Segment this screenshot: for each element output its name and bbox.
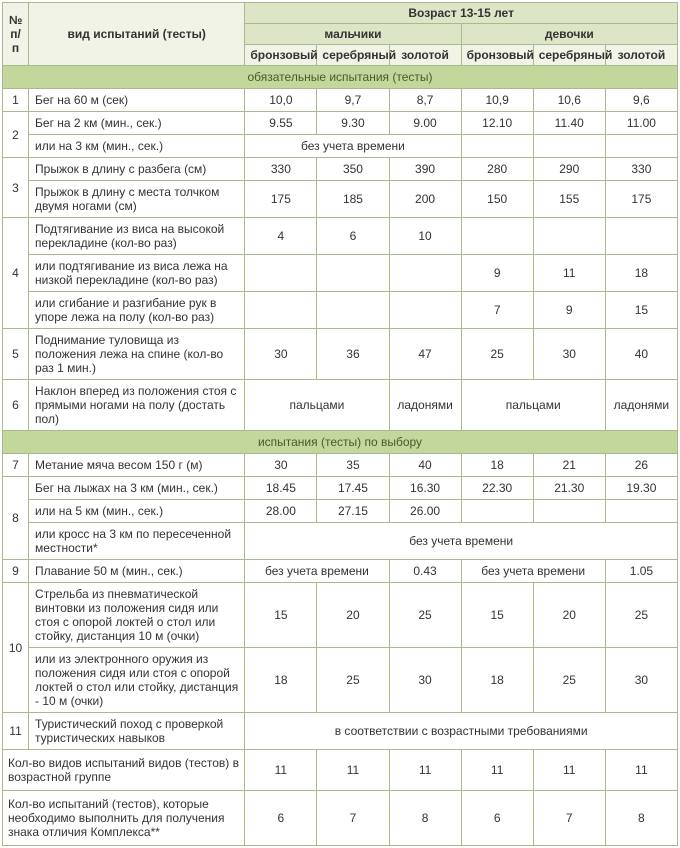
table-row: 2 Бег на 2 км (мин., сек.) 9.559.309.00 … — [3, 112, 678, 135]
row-num: 2 — [3, 112, 29, 158]
header-bronze-b: бронзовый — [245, 45, 317, 66]
table-row: 3 Прыжок в длину с разбега (см) 33035039… — [3, 158, 678, 181]
header-girls: девочки — [461, 24, 677, 45]
row-num: 4 — [3, 218, 29, 329]
table-row: Прыжок в длину с места толчком двумя ног… — [3, 181, 678, 218]
table-row: 10 Стрельба из пневматической винтовки и… — [3, 583, 678, 648]
table-row: 7 Метание мяча весом 150 г (м) 303540 18… — [3, 454, 678, 477]
table-row: 11 Туристический поход с проверкой турис… — [3, 713, 678, 750]
row-num: 9 — [3, 560, 29, 583]
row-name: Наклон вперед из положения стоя с прямым… — [29, 380, 245, 431]
header-silver-g: серебряный — [533, 45, 605, 66]
table-row: или на 3 км (мин., сек.) без учета време… — [3, 135, 678, 158]
section-mandatory: обязательные испытания (тесты) — [3, 66, 678, 89]
row-name: Стрельба из пневматической винтовки из п… — [29, 583, 245, 648]
standards-table: № п/п вид испытаний (тесты) Возраст 13-1… — [2, 2, 678, 846]
row-name: или сгибание и разгибание рук в упоре ле… — [29, 292, 245, 329]
table-row: или на 5 км (мин., сек.) 28.0027.1526.00 — [3, 500, 678, 523]
row-name: Плавание 50 м (мин., сек.) — [29, 560, 245, 583]
row-num: 1 — [3, 89, 29, 112]
header-boys: мальчики — [245, 24, 461, 45]
header-silver-b: серебряный — [317, 45, 389, 66]
row-name: Бег на 2 км (мин., сек.) — [29, 112, 245, 135]
header-age: Возраст 13-15 лет — [245, 3, 678, 24]
row-name: Поднимание туловища из положения лежа на… — [29, 329, 245, 380]
table-row: или сгибание и разгибание рук в упоре ле… — [3, 292, 678, 329]
table-row: 6 Наклон вперед из положения стоя с прям… — [3, 380, 678, 431]
row-num: 10 — [3, 583, 29, 713]
row-name: или на 3 км (мин., сек.) — [29, 135, 245, 158]
footer-name: Кол-во видов испытаний видов (тестов) в … — [3, 750, 245, 791]
table-row: или из электронного оружия из положения … — [3, 648, 678, 713]
row-num: 6 — [3, 380, 29, 431]
header-gold-b: золотой — [389, 45, 461, 66]
row-name: или подтягивание из виса лежа на низкой … — [29, 255, 245, 292]
row-num: 8 — [3, 477, 29, 560]
section-optional: испытания (тесты) по выбору — [3, 431, 678, 454]
row-name: или на 5 км (мин., сек.) — [29, 500, 245, 523]
row-name: Туристический поход с проверкой туристич… — [29, 713, 245, 750]
table-row: 4 Подтягивание из виса на высокой перекл… — [3, 218, 678, 255]
table-row: или подтягивание из виса лежа на низкой … — [3, 255, 678, 292]
table-row: 9 Плавание 50 м (мин., сек.) без учета в… — [3, 560, 678, 583]
footer-row: Кол-во испытаний (тестов), которые необх… — [3, 791, 678, 846]
header-test: вид испытаний (тесты) — [29, 3, 245, 66]
row-name: Подтягивание из виса на высокой переклад… — [29, 218, 245, 255]
row-num: 11 — [3, 713, 29, 750]
footer-name: Кол-во испытаний (тестов), которые необх… — [3, 791, 245, 846]
header-num: № п/п — [3, 3, 29, 66]
row-name: Бег на 60 м (сек) — [29, 89, 245, 112]
table-row: 1 Бег на 60 м (сек) 10,09,78,7 10,910,69… — [3, 89, 678, 112]
row-num: 3 — [3, 158, 29, 218]
header-gold-g: золотой — [605, 45, 677, 66]
footer-row: Кол-во видов испытаний видов (тестов) в … — [3, 750, 678, 791]
row-name: Метание мяча весом 150 г (м) — [29, 454, 245, 477]
row-num: 5 — [3, 329, 29, 380]
header-bronze-g: бронзовый — [461, 45, 533, 66]
row-name: или из электронного оружия из положения … — [29, 648, 245, 713]
row-num: 7 — [3, 454, 29, 477]
row-name: или кросс на 3 км по пересеченной местно… — [29, 523, 245, 560]
table-row: 5 Поднимание туловища из положения лежа … — [3, 329, 678, 380]
row-name: Прыжок в длину с места толчком двумя ног… — [29, 181, 245, 218]
table-row: или кросс на 3 км по пересеченной местно… — [3, 523, 678, 560]
table-row: 8 Бег на лыжах на 3 км (мин., сек.) 18.4… — [3, 477, 678, 500]
row-name: Прыжок в длину с разбега (см) — [29, 158, 245, 181]
row-name: Бег на лыжах на 3 км (мин., сек.) — [29, 477, 245, 500]
